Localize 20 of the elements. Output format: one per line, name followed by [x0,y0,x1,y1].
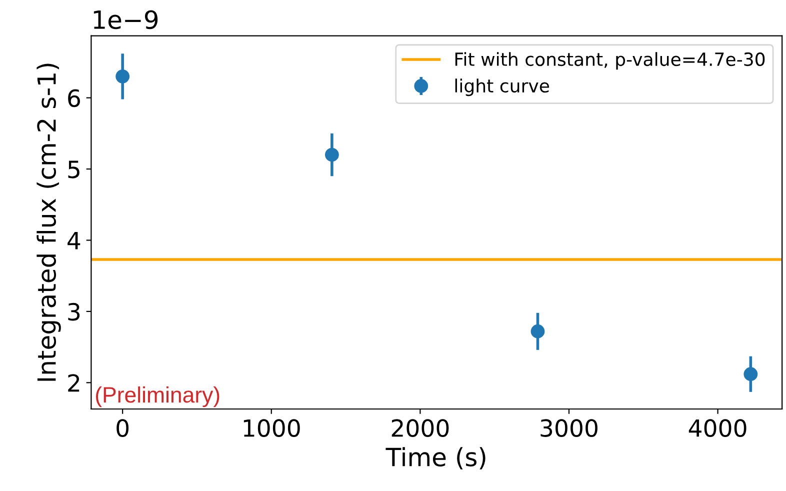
annotation: (Preliminary) [96,386,220,408]
point [744,367,758,382]
text: 1e−9 [94,10,158,30]
y-tick-label: 3 [68,302,80,321]
x-tick-label: 0 [116,419,129,437]
x-axis-title: Time (s) [386,447,486,470]
legend-label: Fit with constant, p-value=4.7e-30 [455,52,765,70]
x-tick-label: 1000 [244,419,300,437]
x-tick-label: 3000 [540,419,598,437]
y-tick-label: 6 [68,89,80,108]
x-tick-label: 4000 [688,419,746,437]
legend-label: light curve [455,78,550,96]
y-tick-label: 5 [68,160,80,178]
y-axis-title: Integrated flux (cm-2 s-1) [36,64,61,381]
point [116,69,130,84]
point [324,148,339,162]
point [530,324,545,338]
x-tick-label: 2000 [392,419,449,437]
y-tick-label: 4 [68,232,80,250]
y-tick-label: 2 [68,374,80,392]
